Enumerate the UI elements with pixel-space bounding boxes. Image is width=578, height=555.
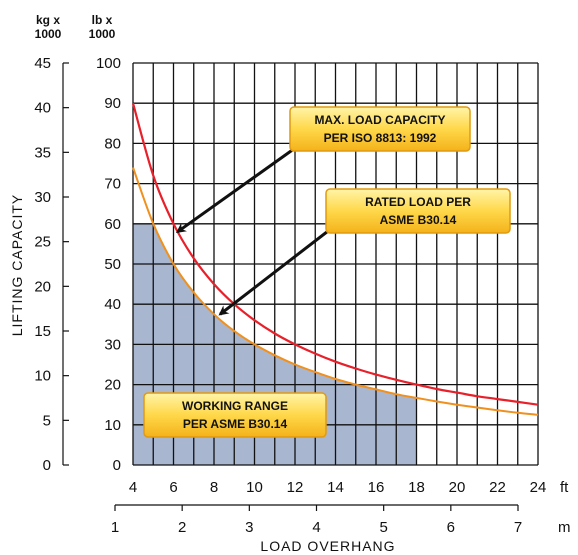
kg-tick-45: 45 [34, 55, 51, 72]
kg-axis: 0 5 10 15 20 25 30 35 40 45 [34, 55, 69, 474]
ft-tick-12: 12 [287, 479, 304, 496]
m-tick-2: 2 [178, 519, 186, 536]
lb-tick-100: 100 [96, 55, 121, 72]
working-range-callout-line1: WORKING RANGE [182, 399, 288, 413]
max-load-callout-line1: MAX. LOAD CAPACITY [314, 113, 445, 127]
lb-tick-40: 40 [104, 296, 121, 313]
m-tick-1: 1 [111, 519, 119, 536]
x-ft-unit: ft [560, 479, 569, 496]
ft-tick-22: 22 [489, 479, 506, 496]
lb-tick-0: 0 [113, 457, 121, 474]
max-load-callout-line2: PER ISO 8813: 1992 [324, 131, 437, 145]
max-load-callout: MAX. LOAD CAPACITY PER ISO 8813: 1992 [290, 107, 470, 151]
rated-load-callout: RATED LOAD PER ASME B30.14 [326, 189, 510, 233]
m-tick-3: 3 [245, 519, 253, 536]
lb-tick-30: 30 [104, 336, 121, 353]
rated-load-callout-line2: ASME B30.14 [380, 213, 457, 227]
m-tick-5: 5 [379, 519, 387, 536]
rated-load-callout-line1: RATED LOAD PER [365, 195, 471, 209]
ft-tick-8: 8 [210, 479, 218, 496]
m-tick-4: 4 [312, 519, 320, 536]
kg-tick-10: 10 [34, 368, 51, 385]
ft-tick-14: 14 [327, 479, 344, 496]
m-tick-6: 6 [447, 519, 455, 536]
ft-tick-4: 4 [129, 479, 137, 496]
lb-tick-70: 70 [104, 176, 121, 193]
working-range-callout-line2: PER ASME B30.14 [183, 417, 288, 431]
x-m-unit: m [558, 519, 571, 536]
lb-tick-80: 80 [104, 135, 121, 152]
ft-tick-10: 10 [246, 479, 263, 496]
kg-tick-30: 30 [34, 189, 51, 206]
working-range-callout: WORKING RANGE PER ASME B30.14 [144, 393, 326, 437]
lb-tick-10: 10 [104, 417, 121, 434]
kg-tick-25: 25 [34, 234, 51, 251]
y-left-unit-line1: kg x [36, 13, 60, 27]
kg-tick-40: 40 [34, 100, 51, 117]
ft-axis-ticks: 4 6 8 10 12 14 16 18 20 22 24 [129, 479, 547, 496]
max-load-arrow [178, 146, 298, 232]
kg-tick-5: 5 [43, 412, 51, 429]
ft-tick-16: 16 [368, 479, 385, 496]
m-axis: 1 2 3 4 5 6 7 [111, 505, 522, 536]
ft-tick-6: 6 [169, 479, 177, 496]
kg-tick-20: 20 [34, 278, 51, 295]
kg-tick-15: 15 [34, 323, 51, 340]
lb-tick-50: 50 [104, 256, 121, 273]
kg-tick-0: 0 [43, 457, 51, 474]
ft-tick-20: 20 [449, 479, 466, 496]
lb-tick-60: 60 [104, 216, 121, 233]
m-tick-7: 7 [514, 519, 522, 536]
x-axis-title: LOAD OVERHANG [260, 538, 395, 554]
y-left-unit-line2: 1000 [35, 27, 62, 41]
ft-tick-18: 18 [408, 479, 425, 496]
ft-tick-24: 24 [530, 479, 547, 496]
kg-tick-35: 35 [34, 144, 51, 161]
lb-tick-20: 20 [104, 377, 121, 394]
y-right-unit-line2: 1000 [89, 27, 116, 41]
y-right-unit-line1: lb x [92, 13, 113, 27]
lb-axis-ticks: 0 10 20 30 40 50 60 70 80 90 100 [96, 55, 121, 474]
y-axis-title: LIFTING CAPACITY [9, 194, 25, 337]
lb-tick-90: 90 [104, 95, 121, 112]
